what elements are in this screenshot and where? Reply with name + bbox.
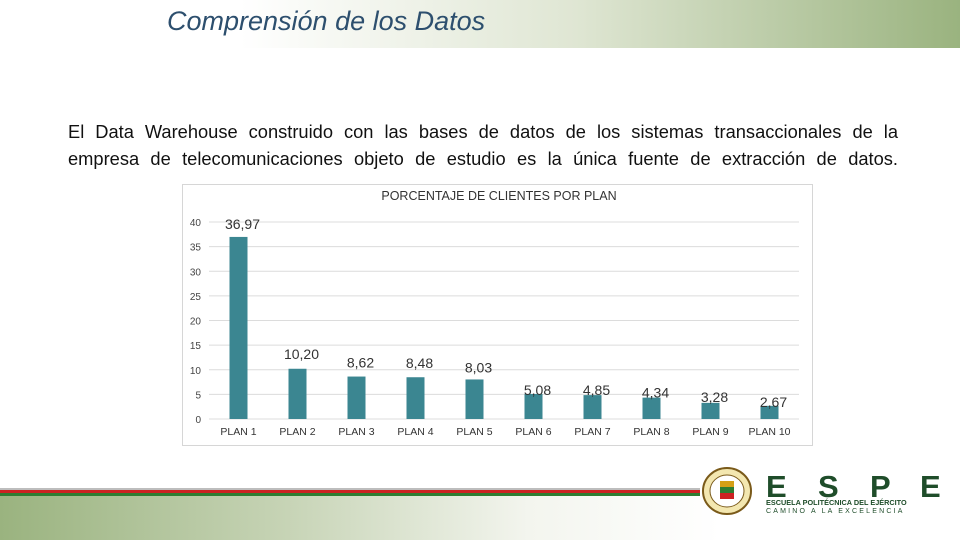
x-tick-label-2: PLAN 2: [279, 426, 315, 438]
logo-letter-p: P: [870, 469, 891, 504]
x-tick-label-4: PLAN 4: [397, 426, 433, 438]
bar-1: [229, 236, 248, 419]
bar-9: [701, 402, 720, 419]
data-label-5: 8,03: [465, 359, 492, 375]
data-label-7: 4,85: [583, 382, 610, 398]
data-labels: 36,97 10,20 8,62 8,48 8,03 5,08 4,85 4,34 3,28 2,…: [225, 216, 787, 410]
y-tick-label: 30: [190, 267, 202, 278]
footer-stripe-red: [0, 490, 700, 493]
bar-3: [347, 376, 366, 419]
gridlines: [209, 221, 799, 420]
bar-10: [760, 405, 779, 419]
bars: [229, 236, 779, 419]
bar-6: [524, 393, 543, 419]
x-tick-label-3: PLAN 3: [338, 426, 374, 438]
bar-chart: PORCENTAJE DE CLIENTES POR PLAN 0 5 10 15 20…: [190, 189, 799, 438]
chart-title: PORCENTAJE DE CLIENTES POR PLAN: [381, 189, 616, 203]
data-label-10: 2,67: [760, 394, 787, 410]
y-axis-ticks: 0 5 10 15 20 25 30 35 40: [190, 218, 202, 426]
y-tick-label: 20: [190, 317, 202, 328]
data-label-3: 8,62: [347, 355, 374, 371]
data-label-4: 8,48: [406, 355, 433, 371]
slide-paragraph: El Data Warehouse construido con las bas…: [68, 118, 898, 172]
logo-letter-s: S: [818, 469, 839, 504]
paragraph-line-2: empresa de telecomunicaciones objeto de …: [68, 148, 898, 169]
x-tick-label-1: PLAN 1: [220, 426, 256, 438]
x-tick-label-6: PLAN 6: [515, 426, 551, 438]
data-label-9: 3,28: [701, 389, 728, 405]
x-axis-labels: PLAN 1 PLAN 2 PLAN 3 PLAN 4 PLAN 5 PLAN 6 PLAN…: [220, 426, 790, 438]
footer-stripe-gray: [0, 488, 700, 490]
y-tick-label: 5: [195, 390, 201, 401]
y-tick-label: 40: [190, 218, 202, 229]
header-band: [0, 0, 960, 48]
footer-band: [0, 496, 960, 540]
bar-2: [288, 368, 307, 419]
data-label-2: 10,20: [284, 346, 319, 362]
bar-chart-frame: PORCENTAJE DE CLIENTES POR PLAN 0 5 10 15 20…: [182, 184, 813, 446]
x-tick-label-8: PLAN 8: [633, 426, 669, 438]
data-label-6: 5,08: [524, 382, 551, 398]
y-tick-label: 10: [190, 366, 202, 377]
bar-5: [465, 379, 484, 419]
bar-4: [406, 377, 425, 419]
y-tick-label: 35: [190, 243, 202, 254]
logo-line-2: CAMINO A LA EXCELENCIA: [766, 508, 905, 515]
university-seal-icon: [702, 467, 752, 515]
data-label-8: 4,34: [642, 385, 669, 401]
x-tick-label-10: PLAN 10: [748, 426, 790, 438]
paragraph-line-1: El Data Warehouse construido con las bas…: [68, 121, 898, 142]
x-tick-label-9: PLAN 9: [692, 426, 728, 438]
espe-logo: E S P E ESCUELA POLITÉCNICA DEL EJÉRCITO…: [766, 468, 946, 518]
y-tick-label: 15: [190, 341, 202, 352]
x-tick-label-7: PLAN 7: [574, 426, 610, 438]
logo-letter-e1: E: [766, 469, 787, 504]
y-tick-label: 0: [195, 415, 201, 426]
data-label-1: 36,97: [225, 216, 260, 232]
bar-7: [583, 395, 602, 419]
bar-8: [642, 397, 661, 419]
footer-stripe-green: [0, 493, 700, 496]
x-tick-label-5: PLAN 5: [456, 426, 492, 438]
logo-letter-e2: E: [920, 469, 941, 504]
y-tick-label: 25: [190, 292, 202, 303]
slide-title: Comprensión de los Datos: [167, 6, 486, 36]
logo-line-1: ESCUELA POLITÉCNICA DEL EJÉRCITO: [766, 498, 907, 507]
